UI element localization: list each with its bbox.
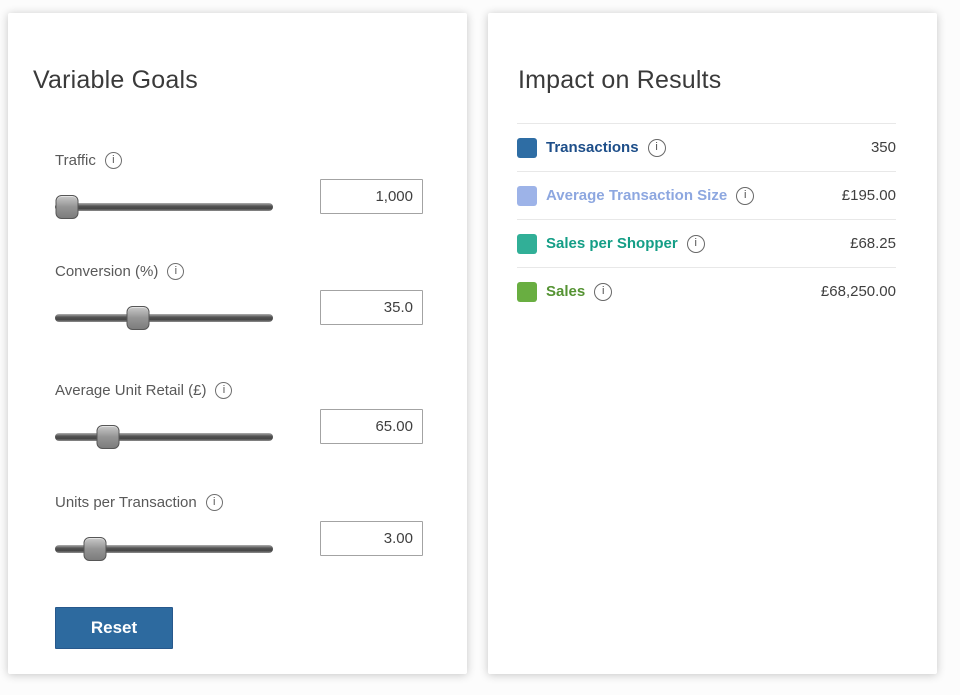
impact-results-title: Impact on Results: [518, 66, 722, 94]
info-glyph: i: [112, 153, 115, 166]
traffic-slider-handle[interactable]: [55, 195, 79, 219]
info-glyph: i: [601, 285, 605, 297]
sales-per-shopper-value: £68.25: [850, 235, 896, 252]
traffic-input[interactable]: [320, 179, 423, 214]
info-glyph: i: [174, 264, 178, 277]
transactions-label: Transactions: [546, 139, 639, 156]
slider-group-traffic: Traffic i: [55, 150, 430, 236]
average-transaction-size-swatch: [517, 185, 537, 206]
info-icon[interactable]: i: [215, 381, 233, 399]
results-list: Transactions i 350 Average Transaction S…: [517, 123, 896, 315]
slider-track: [55, 433, 273, 441]
info-icon[interactable]: i: [647, 138, 666, 157]
units-per-transaction-slider[interactable]: [55, 536, 273, 562]
info-glyph: i: [743, 189, 747, 201]
result-row-transactions: Transactions i 350: [517, 123, 896, 171]
info-icon[interactable]: i: [205, 493, 223, 511]
info-glyph: i: [694, 237, 697, 249]
slider-group-conversion: Conversion (%) i: [55, 261, 430, 347]
result-row-average-transaction-size: Average Transaction Size i £195.00: [517, 171, 896, 219]
sales-label: Sales: [546, 283, 586, 300]
slider-track: [55, 314, 273, 322]
transactions-value: 350: [870, 139, 896, 156]
sales-per-shopper-label: Sales per Shopper: [546, 235, 678, 252]
conversion-input[interactable]: [320, 290, 423, 325]
traffic-slider[interactable]: [55, 194, 273, 220]
traffic-label: Traffic: [55, 151, 96, 169]
variable-goals-panel: Variable Goals Traffic i Conversion (%) …: [8, 13, 467, 674]
average-unit-retail-slider[interactable]: [55, 424, 273, 450]
info-icon[interactable]: i: [594, 282, 613, 301]
impact-results-panel: Impact on Results Transactions i 350 Ave…: [488, 13, 937, 674]
conversion-label: Conversion (%): [55, 262, 159, 280]
info-icon[interactable]: i: [167, 262, 185, 280]
slider-group-units-per-transaction: Units per Transaction i: [55, 492, 430, 578]
conversion-slider[interactable]: [55, 305, 273, 331]
average-transaction-size-label: Average Transaction Size: [546, 187, 728, 204]
conversion-slider-handle[interactable]: [126, 306, 150, 330]
info-glyph: i: [655, 141, 658, 153]
info-glyph: i: [222, 383, 226, 396]
average-transaction-size-value: £195.00: [841, 187, 896, 204]
slider-track: [55, 203, 273, 211]
sales-per-shopper-swatch: [517, 233, 537, 254]
info-icon[interactable]: i: [104, 151, 122, 169]
average-unit-retail-input[interactable]: [320, 409, 423, 444]
sales-swatch: [517, 281, 537, 302]
sales-value: £68,250.00: [820, 283, 896, 300]
units-per-transaction-input[interactable]: [320, 521, 423, 556]
result-row-sales-per-shopper: Sales per Shopper i £68.25: [517, 219, 896, 267]
average-unit-retail-slider-handle[interactable]: [96, 425, 120, 449]
units-per-transaction-label: Units per Transaction: [55, 493, 197, 511]
info-glyph: i: [213, 495, 216, 508]
transactions-swatch: [517, 137, 537, 158]
units-per-transaction-slider-handle[interactable]: [83, 537, 107, 561]
result-row-sales: Sales i £68,250.00: [517, 267, 896, 315]
reset-button[interactable]: Reset: [55, 607, 173, 649]
info-icon[interactable]: i: [736, 186, 755, 205]
info-icon[interactable]: i: [686, 234, 705, 253]
slider-track: [55, 545, 273, 553]
variable-goals-title: Variable Goals: [33, 66, 198, 94]
average-unit-retail-label: Average Unit Retail (£): [55, 381, 207, 399]
slider-group-average-unit-retail: Average Unit Retail (£) i: [55, 380, 430, 466]
